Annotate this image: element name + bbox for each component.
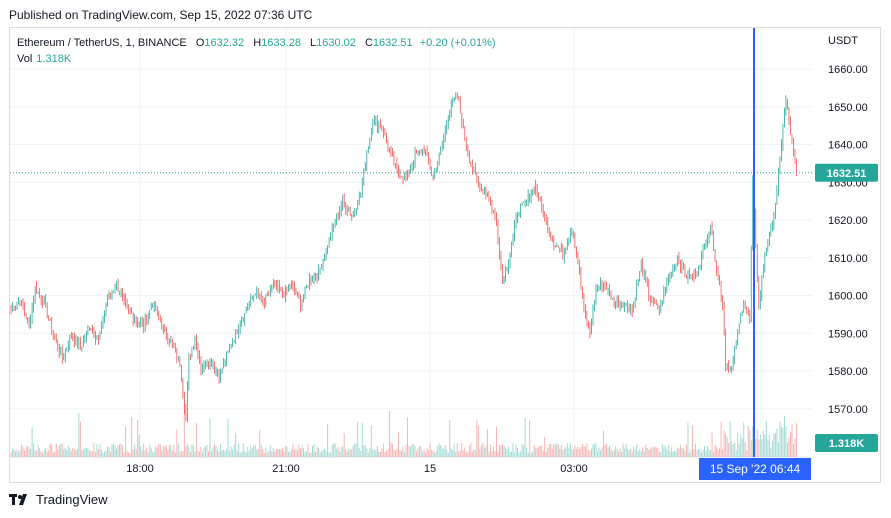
- low-value: 1630.02: [316, 37, 356, 49]
- volume-value: 1.318K: [36, 53, 72, 65]
- price-tick-label: 1580.00: [828, 366, 868, 378]
- price-tick-label: 1640.00: [828, 140, 868, 152]
- price-tick-label: 1660.00: [828, 64, 868, 76]
- high-value: 1633.28: [261, 37, 301, 49]
- time-tick-label: 15: [424, 463, 436, 475]
- low-label: L: [310, 37, 317, 49]
- close-label: C: [364, 37, 373, 49]
- last-volume-label: 1.318K: [829, 438, 865, 450]
- volume-legend: Vol 1.318K: [17, 51, 71, 67]
- time-tick-label: 18:00: [126, 463, 154, 475]
- chart-panel[interactable]: [9, 27, 881, 483]
- brand-name: TradingView: [36, 492, 108, 507]
- symbol-title: Ethereum / TetherUS, 1, BINANCE: [17, 37, 187, 49]
- time-tick-label: 21:00: [272, 463, 300, 475]
- crosshair-time-label: 15 Sep '22 06:44: [710, 462, 801, 476]
- price-tick-label: 1610.00: [828, 253, 868, 265]
- crosshair-time-badge: [699, 458, 811, 480]
- time-axis: 18:00 21:00 15 03:00: [126, 463, 588, 475]
- symbol-legend: Ethereum / TetherUS, 1, BINANCE O1632.32…: [17, 35, 496, 51]
- change-value: +0.20 (+0.01%): [419, 37, 496, 49]
- last-price-badge: [815, 163, 878, 182]
- published-caption: Published on TradingView.com, Sep 15, 20…: [9, 8, 313, 22]
- price-tick-label: 1570.00: [828, 404, 868, 416]
- time-tick-label: 03:00: [560, 463, 588, 475]
- price-tick-label: 1650.00: [828, 102, 868, 114]
- volume-bars: [10, 401, 797, 457]
- footer-brand[interactable]: TradingView: [9, 492, 108, 507]
- open-value: 1632.32: [204, 37, 245, 49]
- price-tick-label: 1600.00: [828, 291, 868, 303]
- close-value: 1632.51: [372, 37, 413, 49]
- candles: [10, 92, 797, 423]
- tradingview-logo-icon: [9, 493, 27, 505]
- price-axis: 1660.001650.001640.001630.001620.001610.…: [828, 64, 868, 416]
- high-label: H: [253, 37, 262, 49]
- price-tick-label: 1590.00: [828, 328, 868, 340]
- price-tick-label: 1620.00: [828, 215, 868, 227]
- last-volume-badge: [815, 434, 878, 452]
- crosshair: 1632.51 1.318K 15 Sep '22 06:44: [10, 28, 878, 480]
- open-label: O: [195, 37, 205, 49]
- volume-label: Vol: [17, 53, 33, 65]
- grid-lines: [10, 28, 812, 458]
- last-price-label: 1632.51: [827, 168, 867, 180]
- currency-label: USDT: [828, 35, 858, 47]
